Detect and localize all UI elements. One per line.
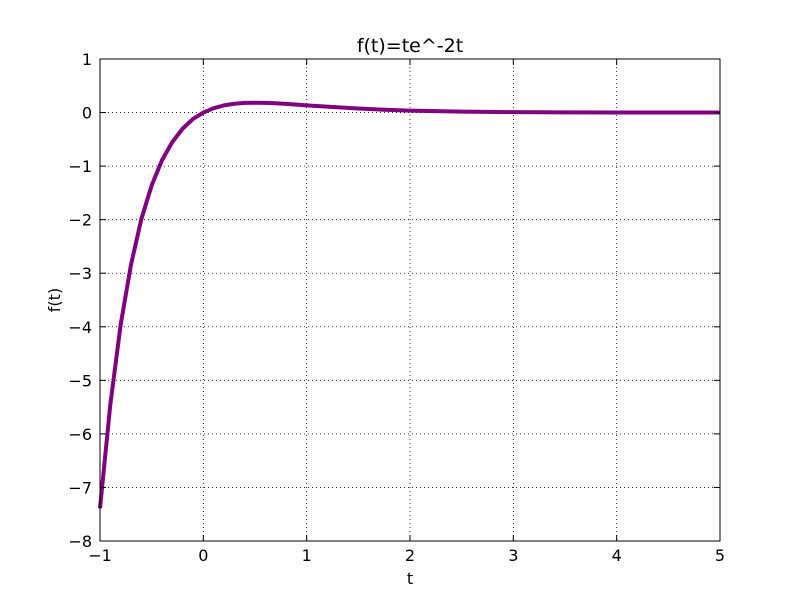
y-tick-label: −3: [68, 264, 92, 283]
x-tick-label: 4: [612, 546, 622, 565]
y-tick-label: −4: [68, 318, 92, 337]
y-tick-label: −5: [68, 371, 92, 390]
x-tick-label: −1: [88, 546, 112, 565]
y-tick-label: −8: [68, 532, 92, 551]
series-line: [98, 100, 721, 509]
series-layer: [98, 100, 721, 509]
y-tick-label: −7: [68, 478, 92, 497]
y-axis-label: f(t): [45, 288, 64, 312]
axis-ticks: −1 0 1 2 3 4 5 −8 −7 −6 −5 −4 −3 −2 −1 0 1: [68, 50, 725, 565]
y-tick-label: 0: [82, 104, 92, 123]
x-axis-label: t: [407, 569, 413, 588]
y-tick-label: −1: [68, 157, 92, 176]
x-tick-label: 5: [715, 546, 725, 565]
y-tick-label: −2: [68, 211, 92, 230]
y-tick-label: −6: [68, 425, 92, 444]
x-tick-label: 0: [198, 546, 208, 565]
x-tick-label: 2: [405, 546, 415, 565]
x-tick-label: 1: [302, 546, 312, 565]
y-tick-label: 1: [82, 50, 92, 69]
chart-title: f(t)=te^-2t: [357, 35, 463, 57]
x-tick-label: 3: [508, 546, 518, 565]
